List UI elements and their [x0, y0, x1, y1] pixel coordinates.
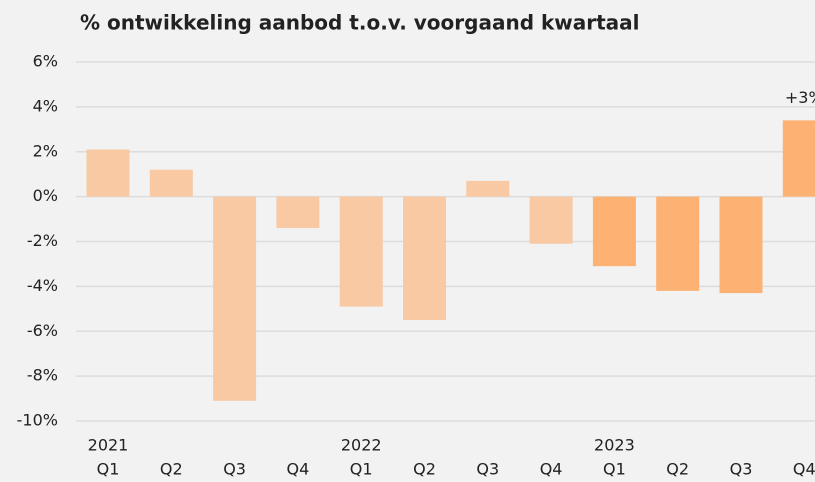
bar: [213, 196, 257, 401]
bar: [529, 196, 573, 244]
bar: [149, 169, 193, 197]
year-label: 2023: [594, 436, 635, 455]
year-label: 2021: [88, 436, 129, 455]
year-label: 2022: [341, 436, 382, 455]
y-tick-label: -8%: [27, 366, 58, 385]
x-tick-label: Q3: [223, 460, 246, 479]
x-tick-label: Q3: [730, 460, 753, 479]
x-tick-label: Q1: [97, 460, 120, 479]
y-tick-label: -2%: [27, 231, 58, 250]
x-tick-label: Q2: [160, 460, 183, 479]
bar: [276, 196, 320, 229]
bar: [719, 196, 763, 294]
y-tick-label: -4%: [27, 276, 58, 295]
bar: [339, 196, 383, 307]
bar: [782, 120, 815, 197]
bar: [466, 180, 510, 197]
x-tick-label: Q1: [350, 460, 373, 479]
value-label: +3%: [785, 88, 815, 107]
x-tick-label: Q2: [666, 460, 689, 479]
x-tick-label: Q4: [540, 460, 563, 479]
y-tick-label: 2%: [33, 141, 58, 160]
x-tick-label: Q1: [603, 460, 626, 479]
bar: [592, 196, 636, 267]
y-tick-label: 0%: [33, 186, 58, 205]
x-tick-label: Q3: [476, 460, 499, 479]
x-tick-label: Q4: [287, 460, 310, 479]
y-tick-label: 6%: [33, 52, 58, 71]
y-tick-label: -10%: [17, 411, 58, 430]
chart-title: % ontwikkeling aanbod t.o.v. voorgaand k…: [80, 11, 640, 35]
y-tick-label: 4%: [33, 96, 58, 115]
bar: [403, 196, 446, 321]
bar: [656, 196, 700, 291]
x-tick-label: Q2: [413, 460, 436, 479]
y-tick-label: -6%: [27, 321, 58, 340]
bar: [86, 149, 130, 197]
x-tick-label: Q4: [793, 460, 815, 479]
